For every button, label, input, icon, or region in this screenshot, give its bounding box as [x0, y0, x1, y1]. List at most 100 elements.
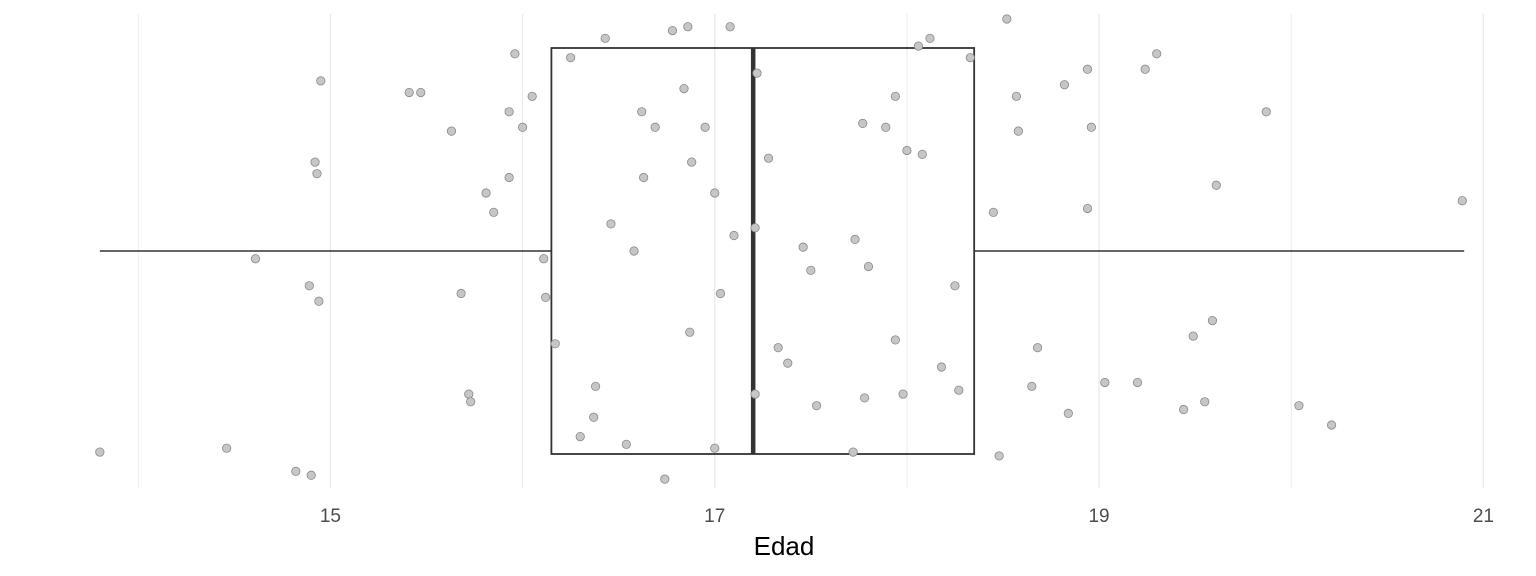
iqr-box	[550, 47, 976, 455]
data-point	[710, 443, 720, 453]
data-point	[304, 281, 314, 291]
data-point	[994, 451, 1004, 461]
data-point	[504, 172, 514, 183]
data-point	[416, 87, 426, 98]
data-point	[954, 385, 964, 395]
data-point	[250, 254, 261, 264]
data-point	[660, 474, 670, 484]
data-point	[881, 122, 891, 132]
data-point	[1140, 64, 1150, 74]
data-point	[446, 126, 457, 136]
data-point	[783, 358, 793, 368]
data-point	[860, 393, 870, 403]
data-point	[773, 343, 783, 353]
data-point	[1188, 331, 1198, 341]
data-point	[902, 145, 912, 156]
data-point	[1326, 420, 1337, 430]
x-tick-label: 21	[1473, 506, 1494, 527]
data-point	[988, 207, 998, 217]
data-point	[806, 265, 816, 275]
data-point	[725, 22, 735, 32]
data-point	[1011, 91, 1022, 101]
data-point	[1294, 401, 1304, 411]
data-point	[1013, 126, 1023, 136]
data-point	[685, 327, 695, 337]
data-point	[917, 149, 927, 159]
data-point	[1211, 180, 1221, 190]
data-point	[510, 49, 520, 59]
data-point	[481, 188, 491, 198]
data-point	[950, 281, 960, 291]
data-point	[898, 389, 908, 399]
data-point	[310, 157, 320, 167]
data-point	[715, 288, 726, 299]
data-point	[589, 412, 599, 422]
x-axis-title: Edad	[754, 531, 815, 561]
data-point	[591, 381, 601, 391]
data-point	[729, 230, 739, 241]
data-point	[710, 188, 720, 198]
data-point	[1100, 377, 1110, 388]
data-point	[683, 22, 693, 32]
data-point	[1086, 122, 1096, 132]
data-point	[566, 53, 576, 63]
data-point	[1152, 49, 1162, 59]
data-point	[1027, 381, 1037, 391]
data-point	[752, 68, 762, 78]
x-tick-label: 15	[320, 506, 341, 527]
data-point	[621, 439, 631, 449]
data-point	[312, 169, 322, 179]
data-points	[95, 14, 1467, 484]
data-point	[575, 431, 585, 442]
data-point	[863, 261, 874, 272]
data-point	[763, 153, 774, 163]
boxplot	[99, 47, 1465, 455]
data-point	[404, 87, 414, 98]
data-point	[306, 470, 316, 480]
data-point	[539, 254, 549, 264]
data-point	[858, 118, 868, 129]
data-point	[687, 157, 697, 167]
data-point	[456, 288, 466, 299]
data-point	[679, 84, 689, 94]
data-point	[639, 172, 649, 183]
data-point	[1082, 203, 1093, 214]
data-point	[629, 246, 639, 256]
x-tick-label: 19	[1088, 506, 1109, 527]
data-point	[637, 107, 647, 117]
data-point	[600, 33, 610, 43]
data-point	[316, 76, 326, 86]
data-point	[936, 362, 947, 372]
x-axis: 15 17 19 21	[320, 506, 1494, 527]
data-point	[1002, 14, 1012, 24]
data-point	[466, 397, 476, 407]
data-point	[1207, 315, 1218, 326]
data-point	[527, 91, 537, 101]
data-point	[1261, 107, 1271, 117]
data-point	[1082, 64, 1093, 74]
data-point	[1179, 404, 1189, 415]
data-point	[850, 234, 860, 244]
data-point	[489, 207, 499, 217]
data-point	[700, 122, 710, 132]
data-point	[291, 466, 301, 476]
data-point	[811, 401, 822, 411]
data-point	[1457, 196, 1467, 206]
data-point	[750, 389, 760, 399]
data-point	[1032, 343, 1043, 353]
data-point	[314, 296, 324, 306]
data-point	[504, 107, 514, 117]
data-point	[1059, 80, 1070, 90]
data-point	[925, 33, 935, 43]
data-point	[890, 335, 900, 345]
data-point	[550, 339, 560, 349]
data-point	[650, 122, 660, 132]
data-point	[606, 219, 616, 229]
data-point	[1063, 408, 1073, 418]
data-point	[750, 223, 760, 233]
data-point	[222, 443, 232, 453]
data-point	[667, 26, 678, 36]
data-point	[1132, 377, 1143, 388]
data-point	[541, 292, 551, 302]
